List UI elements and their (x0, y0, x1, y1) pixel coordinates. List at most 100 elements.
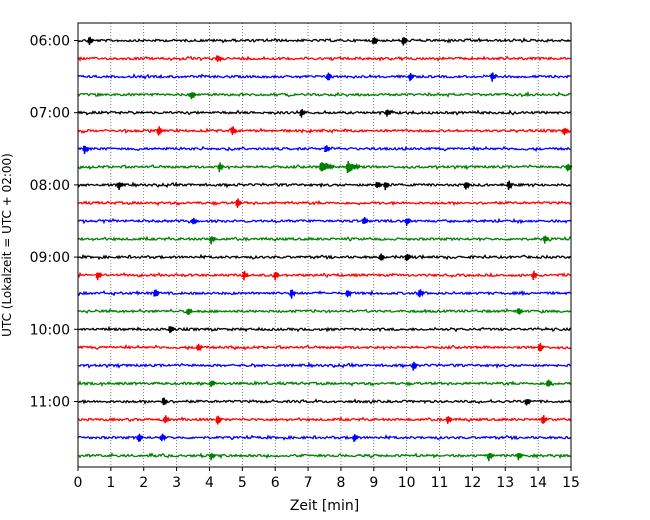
event-burst (445, 416, 453, 424)
x-tick-label: 3 (172, 475, 181, 491)
trace (77, 126, 572, 136)
event-burst (116, 181, 124, 191)
trace-line (77, 181, 572, 189)
trace (77, 270, 572, 281)
x-tick-label: 0 (74, 475, 83, 491)
trace (77, 433, 572, 443)
trace (77, 379, 572, 387)
event-burst (319, 162, 335, 172)
trace (77, 108, 572, 118)
event-burst (486, 453, 494, 462)
event-burst (401, 37, 409, 46)
event-burst (161, 397, 169, 406)
x-axis-title: Zeit [min] (290, 498, 359, 514)
x-tick-label: 4 (205, 475, 214, 491)
event-burst (516, 453, 524, 461)
event-burst (215, 55, 223, 63)
trace (77, 72, 572, 82)
event-burst (383, 182, 391, 191)
event-burst (299, 108, 307, 118)
event-burst (524, 398, 532, 406)
event-burst (87, 36, 95, 45)
event-burst (82, 145, 90, 154)
event-burst (384, 109, 392, 117)
event-burst (156, 126, 164, 136)
event-burst (289, 289, 297, 299)
trace (77, 235, 572, 245)
event-burst (195, 343, 203, 352)
x-tick-label: 7 (304, 475, 313, 491)
event-burst (463, 182, 471, 190)
trace (77, 216, 572, 226)
trace-line (77, 271, 572, 279)
event-burst (209, 380, 216, 387)
event-burst (190, 217, 198, 225)
x-tick-label: 15 (562, 475, 580, 491)
event-burst (404, 218, 412, 226)
event-burst (235, 198, 243, 208)
event-burst (186, 308, 193, 316)
x-tick-label: 2 (139, 475, 148, 491)
x-tick-label: 1 (106, 475, 115, 491)
event-burst (167, 326, 175, 334)
event-burst (562, 127, 570, 136)
event-burst (241, 270, 249, 281)
y-axis-title: UTC (Lokalzeit = UTC + 02:00) (0, 153, 14, 337)
x-tick-label: 8 (336, 475, 345, 491)
trace-line (77, 308, 572, 314)
y-tick-label: 10:00 (30, 322, 70, 338)
trace (77, 452, 572, 462)
event-burst (351, 434, 359, 443)
trace-line (77, 434, 572, 441)
event-burst (417, 289, 425, 298)
event-burst (136, 433, 144, 442)
trace-line (77, 416, 572, 423)
trace-line (77, 380, 572, 387)
y-tick-label: 06:00 (30, 34, 70, 50)
trace (77, 289, 572, 299)
trace-line (77, 199, 572, 207)
trace-line (77, 73, 572, 80)
event-burst (230, 126, 238, 135)
event-burst (545, 379, 553, 387)
trace (77, 180, 572, 191)
trace-line (77, 217, 572, 225)
x-tick-label: 6 (271, 475, 280, 491)
trace-line (77, 343, 572, 351)
trace-line (77, 55, 572, 62)
trace (77, 90, 572, 100)
event-burst (378, 253, 386, 261)
trace (77, 308, 572, 316)
event-burst (361, 216, 369, 225)
event-burst (325, 72, 333, 81)
trace (77, 343, 572, 352)
x-tick-label: 9 (369, 475, 378, 491)
trace-line (77, 253, 572, 261)
event-burst (371, 37, 379, 45)
event-burst (374, 181, 382, 189)
y-tick-label: 08:00 (30, 178, 70, 194)
event-burst (345, 161, 361, 174)
plot-frame (77, 22, 572, 468)
trace (77, 161, 573, 174)
trace-line (77, 37, 572, 44)
x-tick-label: 11 (431, 475, 449, 491)
y-tick-label: 11:00 (30, 395, 70, 411)
trace-line (77, 289, 572, 297)
vertical-grid (110, 23, 539, 467)
event-burst (273, 271, 281, 281)
event-burst (537, 343, 545, 352)
y-axis: 06:00 07:00 08:00 09:00 10:00 11:00 (30, 34, 78, 411)
trace-line (77, 452, 572, 460)
event-burst (540, 414, 548, 424)
event-burst (209, 236, 216, 245)
x-axis: 0 1 2 3 4 5 6 7 8 9 10 11 12 13 14 15 (74, 467, 580, 491)
trace-line (77, 361, 572, 369)
event-burst (215, 415, 223, 425)
event-burst (490, 72, 497, 82)
event-burst (153, 289, 161, 297)
event-burst (407, 72, 415, 82)
trace-line (77, 325, 572, 333)
event-burst (345, 290, 353, 298)
